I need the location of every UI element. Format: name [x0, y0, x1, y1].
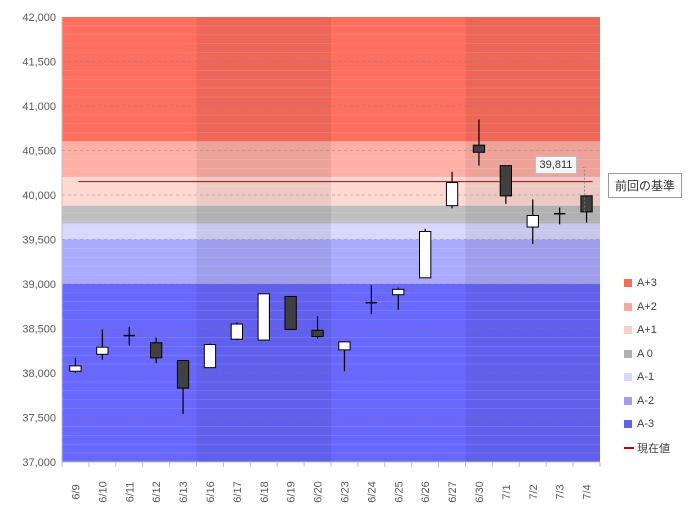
legend-label: A-1 — [637, 371, 655, 383]
legend-swatch — [624, 420, 632, 428]
x-tick-label: 7/3 — [555, 484, 567, 499]
candle-body — [445, 182, 459, 207]
x-tick-label: 6/9 — [70, 484, 82, 499]
x-tick-label: 6/12 — [151, 481, 163, 502]
callout-label: 39,811 — [534, 155, 578, 174]
candle-body — [230, 323, 243, 340]
x-tick-label: 6/13 — [178, 481, 190, 502]
x-tick-label: 6/17 — [232, 481, 244, 502]
band-Aplus3 — [62, 17, 600, 142]
legend-item: A+3 — [624, 276, 690, 290]
candle-body — [176, 360, 190, 389]
x-tick-label: 6/10 — [97, 481, 109, 502]
legend-swatch — [624, 349, 632, 358]
x-tick-label: 6/23 — [339, 481, 351, 502]
legend-item: A+2 — [624, 300, 690, 314]
x-tick-label: 6/25 — [393, 481, 405, 502]
x-tick-label: 6/30 — [474, 481, 486, 502]
x-tick-label: 7/4 — [582, 484, 594, 499]
y-tick-label: 40,000 — [22, 190, 56, 202]
candle-body — [338, 341, 351, 351]
band-A0 — [62, 205, 600, 224]
y-tick-label: 37,000 — [22, 457, 56, 469]
y-tick-label: 38,000 — [22, 368, 56, 380]
x-tick-label: 6/27 — [447, 481, 459, 502]
x-tick-label: 6/18 — [259, 481, 271, 502]
legend-label: A-3 — [637, 418, 655, 430]
candle-body — [392, 288, 405, 296]
y-tick-label: 39,500 — [22, 235, 56, 247]
y-tick-label: 39,000 — [22, 279, 56, 291]
y-tick-label: 40,500 — [22, 146, 56, 158]
candle-body — [203, 344, 217, 369]
legend-item: A-1 — [624, 370, 690, 384]
candle-body — [526, 214, 539, 228]
legend-item: A-2 — [624, 394, 690, 408]
candle-body — [150, 342, 163, 359]
legend-label: A 0 — [637, 347, 653, 360]
candle-body — [311, 329, 324, 338]
legend-item: A+1 — [624, 323, 690, 337]
x-tick-label: 6/20 — [313, 481, 325, 502]
y-tick-label: 42,000 — [22, 12, 56, 24]
legend-swatch — [624, 373, 632, 381]
candle-body — [419, 230, 432, 279]
legend-swatch — [624, 396, 632, 405]
reference-label: 前回の基準 — [608, 172, 683, 198]
callout-leader — [582, 167, 585, 212]
x-tick-label: 6/26 — [420, 481, 432, 502]
candle-body — [257, 293, 270, 341]
x-tick-label: 6/16 — [205, 481, 217, 502]
legend-label: A-2 — [637, 394, 655, 407]
band-Aminus1 — [62, 223, 600, 240]
legend-item: A-3 — [624, 417, 690, 431]
legend-swatch — [624, 446, 634, 449]
band-Aminus2 — [62, 239, 600, 284]
candle-body — [96, 346, 109, 355]
legend-label: A+1 — [637, 324, 657, 336]
band-Aminus3 — [62, 284, 600, 462]
legend-swatch — [624, 326, 632, 334]
x-tick-label: 7/2 — [528, 484, 540, 499]
candle-body — [284, 295, 297, 330]
candle-body — [69, 365, 82, 372]
legend-item: A 0 — [624, 347, 690, 361]
y-tick-label: 41,000 — [22, 101, 56, 113]
candle-body — [472, 144, 486, 153]
x-tick-label: 6/19 — [286, 481, 298, 502]
candle-body — [499, 165, 512, 197]
legend-swatch — [624, 302, 632, 311]
candle-body — [580, 195, 593, 213]
legend-item: 現在値 — [624, 441, 690, 455]
legend-label: A+3 — [637, 277, 657, 289]
x-tick-label: 6/11 — [124, 482, 136, 503]
x-tick-label: 6/24 — [366, 481, 378, 502]
y-tick-label: 37,500 — [22, 413, 56, 425]
legend-label: 現在値 — [637, 442, 670, 455]
y-tick-label: 41,500 — [22, 57, 56, 69]
y-tick-label: 38,500 — [22, 324, 56, 336]
x-tick-label: 7/1 — [501, 484, 513, 499]
legend-swatch — [624, 279, 632, 287]
legend-label: A+2 — [637, 300, 657, 313]
